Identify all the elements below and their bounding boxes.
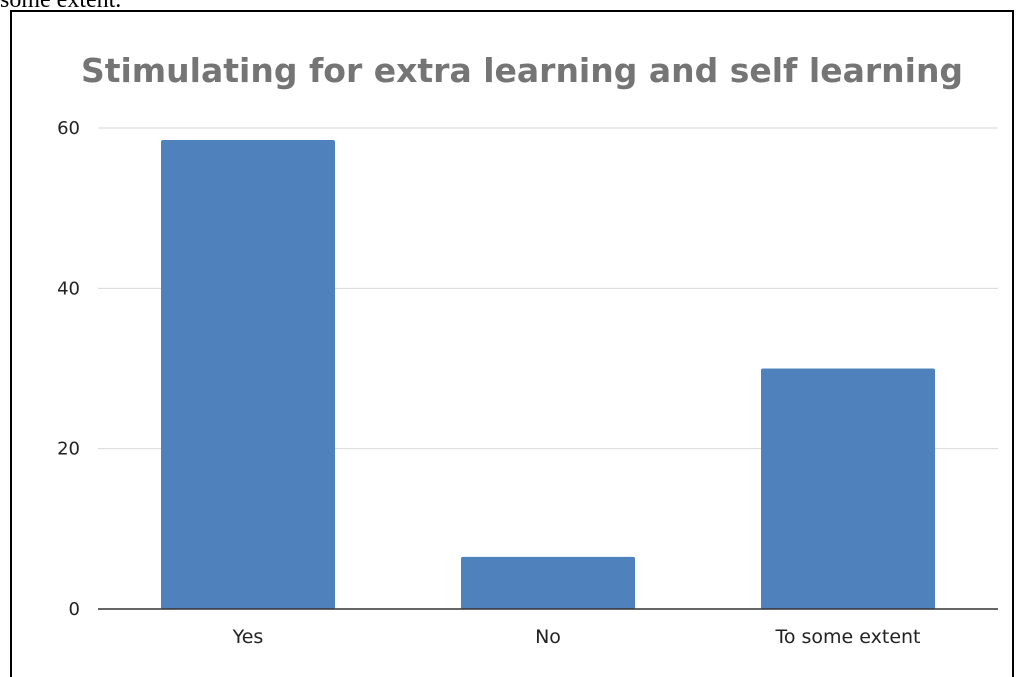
bar-yes xyxy=(161,140,335,609)
bar-to-some-extent xyxy=(761,368,935,609)
chart-title: Stimulating for extra learning and self … xyxy=(81,51,963,90)
y-axis-ticks: 0 20 40 60 xyxy=(57,118,80,620)
x-category-label: No xyxy=(535,626,561,648)
x-category-label: Yes xyxy=(232,626,264,648)
x-axis-categories: Yes No To some extent xyxy=(232,626,921,648)
y-tick-label: 0 xyxy=(69,599,80,620)
header-text-fragment: some extent. xyxy=(0,0,122,13)
bars xyxy=(161,140,935,609)
y-tick-label: 60 xyxy=(57,118,80,139)
y-tick-label: 40 xyxy=(57,278,80,299)
y-tick-label: 20 xyxy=(57,439,80,460)
x-category-label: To some extent xyxy=(774,626,920,648)
bar-no xyxy=(461,556,635,609)
